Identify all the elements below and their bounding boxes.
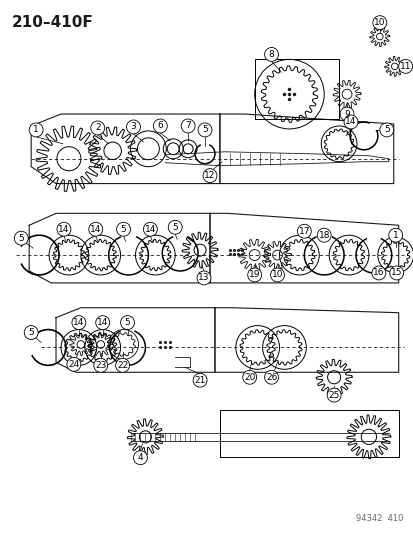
Text: 20: 20 <box>243 373 255 382</box>
Text: 1: 1 <box>33 125 39 134</box>
Text: 17: 17 <box>298 227 309 236</box>
Circle shape <box>181 119 195 133</box>
Text: 5: 5 <box>18 233 24 243</box>
Circle shape <box>143 222 157 236</box>
Circle shape <box>57 222 71 236</box>
Text: 210–410F: 210–410F <box>11 15 93 30</box>
Circle shape <box>343 115 357 129</box>
Circle shape <box>115 358 129 372</box>
Text: 22: 22 <box>116 361 128 370</box>
Text: 5: 5 <box>383 125 389 134</box>
Text: 2: 2 <box>95 124 100 132</box>
Text: 94342  410: 94342 410 <box>356 514 403 523</box>
Text: 23: 23 <box>95 361 106 370</box>
Text: 3: 3 <box>131 123 136 132</box>
Circle shape <box>339 107 353 121</box>
Text: 5: 5 <box>28 328 34 337</box>
Circle shape <box>153 119 167 133</box>
Text: 8: 8 <box>268 50 274 59</box>
Text: 14: 14 <box>58 225 69 234</box>
Circle shape <box>197 271 211 285</box>
Circle shape <box>14 231 28 245</box>
Circle shape <box>371 266 385 280</box>
Text: 9: 9 <box>343 109 349 118</box>
Circle shape <box>316 228 330 242</box>
Text: 4: 4 <box>137 453 143 462</box>
Text: 24: 24 <box>68 360 79 369</box>
Circle shape <box>133 451 147 465</box>
Circle shape <box>24 326 38 340</box>
Circle shape <box>372 15 386 30</box>
Text: 21: 21 <box>194 376 205 385</box>
Circle shape <box>90 121 104 135</box>
Text: 11: 11 <box>399 62 411 71</box>
Circle shape <box>388 228 402 242</box>
Circle shape <box>326 388 340 402</box>
Text: 14: 14 <box>90 225 101 234</box>
Text: 26: 26 <box>265 373 277 382</box>
Text: 1: 1 <box>392 231 398 240</box>
Text: 14: 14 <box>73 318 84 327</box>
Text: 10: 10 <box>373 18 385 27</box>
Circle shape <box>389 266 403 280</box>
Circle shape <box>242 370 256 384</box>
Text: 18: 18 <box>318 231 329 240</box>
Circle shape <box>72 316 85 329</box>
Circle shape <box>67 358 81 372</box>
Circle shape <box>197 123 211 137</box>
Circle shape <box>192 373 206 387</box>
Circle shape <box>120 316 134 329</box>
Text: 5: 5 <box>124 318 130 327</box>
Circle shape <box>95 316 109 329</box>
Circle shape <box>398 59 412 74</box>
Circle shape <box>202 168 216 183</box>
Text: 14: 14 <box>145 225 156 234</box>
Circle shape <box>379 123 393 137</box>
Text: 25: 25 <box>328 391 339 400</box>
Circle shape <box>126 120 140 134</box>
Text: 14: 14 <box>97 318 108 327</box>
Text: 14: 14 <box>344 117 356 126</box>
Circle shape <box>93 358 107 372</box>
Text: 15: 15 <box>390 269 401 278</box>
Circle shape <box>264 47 278 61</box>
Circle shape <box>29 123 43 137</box>
Text: 19: 19 <box>248 270 260 279</box>
Text: 5: 5 <box>121 225 126 234</box>
Circle shape <box>88 222 102 236</box>
Text: 6: 6 <box>157 122 163 131</box>
Text: 10: 10 <box>271 270 282 279</box>
Text: 5: 5 <box>202 125 207 134</box>
Text: 7: 7 <box>185 122 190 131</box>
Circle shape <box>116 222 130 236</box>
Text: 16: 16 <box>372 269 384 278</box>
Circle shape <box>168 220 182 234</box>
Circle shape <box>270 268 284 282</box>
Text: 12: 12 <box>204 171 215 180</box>
Circle shape <box>297 224 311 238</box>
Text: 13: 13 <box>198 273 209 282</box>
Circle shape <box>264 370 278 384</box>
Text: 5: 5 <box>172 223 178 232</box>
Circle shape <box>247 268 261 282</box>
